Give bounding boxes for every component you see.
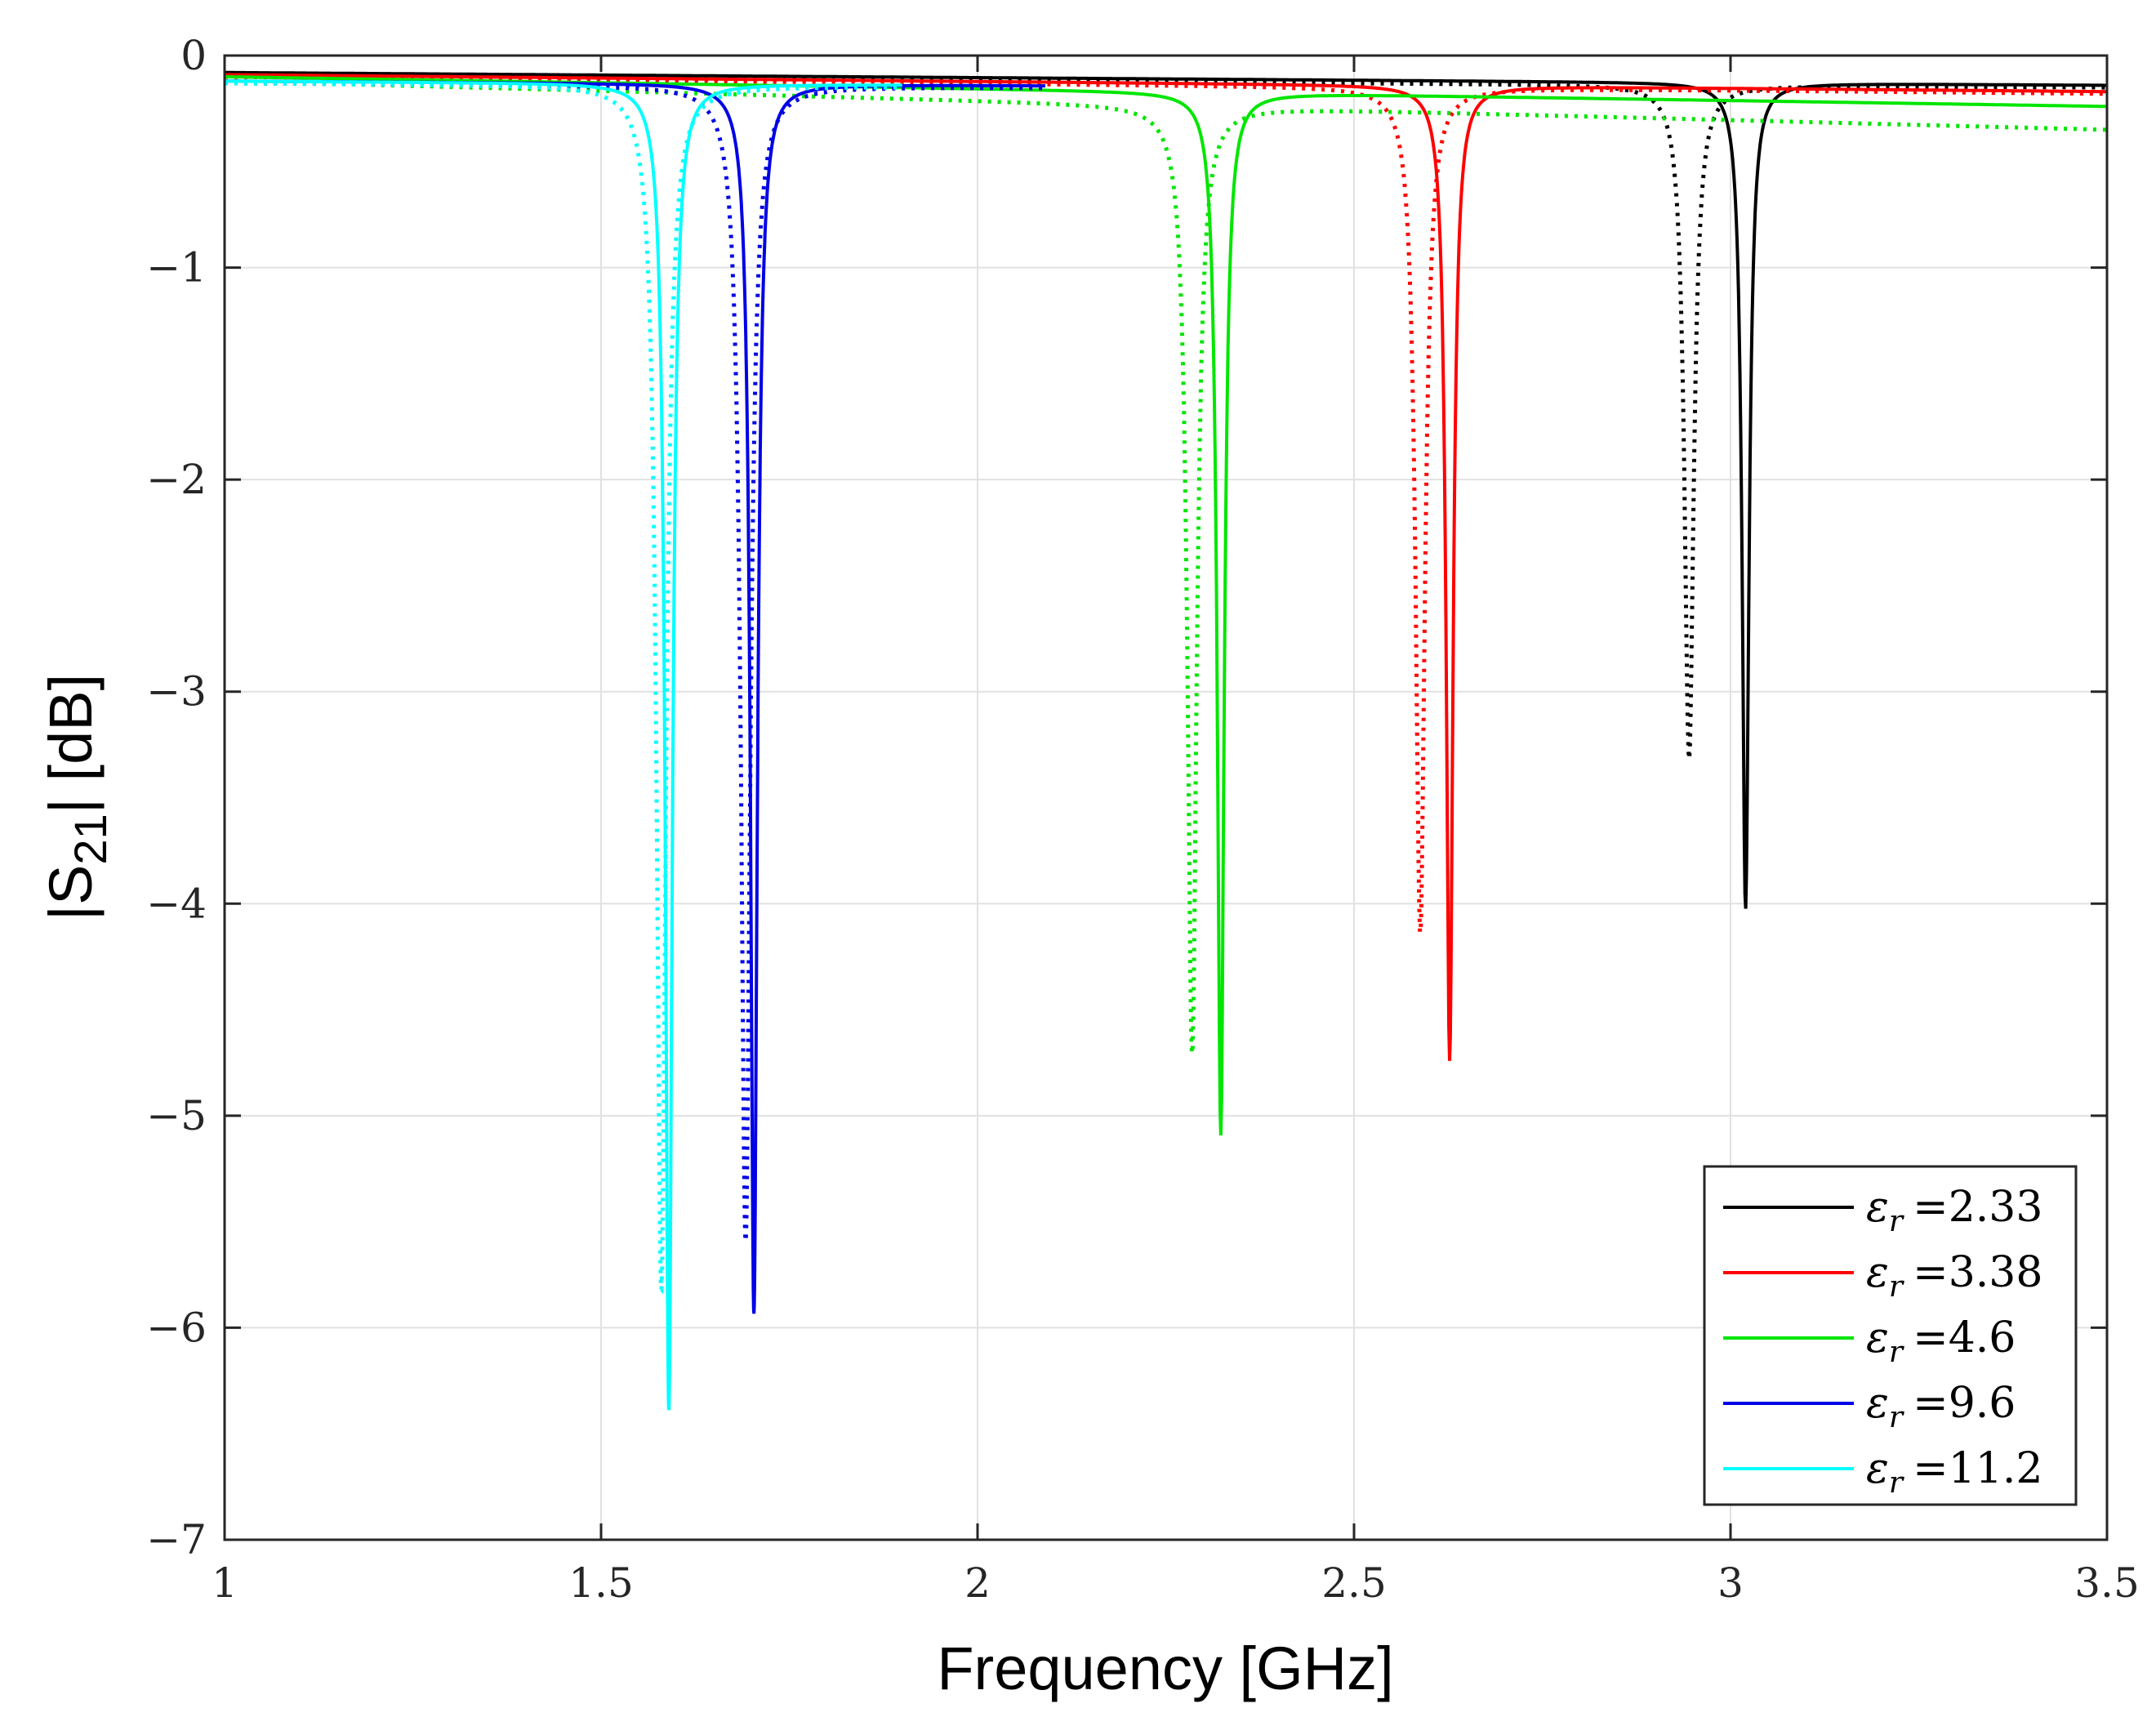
y-tick-label: −7 bbox=[146, 1516, 207, 1563]
x-tick-label: 2.5 bbox=[1321, 1559, 1387, 1607]
x-tick-label: 1.5 bbox=[568, 1559, 634, 1607]
legend-entry-0: εr =2.33 bbox=[1866, 1183, 2042, 1238]
series-line-solid-1 bbox=[225, 73, 2107, 1061]
y-tick-label: −5 bbox=[146, 1092, 207, 1140]
legend-subscript: r bbox=[1889, 1270, 1904, 1304]
y-axis-label-main: |S bbox=[37, 865, 105, 921]
x-tick-label: 3.5 bbox=[2074, 1559, 2140, 1607]
legend-box bbox=[1703, 1165, 2078, 1506]
legend-subscript: r bbox=[1889, 1205, 1904, 1238]
x-tick-label: 2 bbox=[964, 1559, 991, 1607]
legend-subscript: r bbox=[1889, 1336, 1904, 1369]
y-tick-label: −3 bbox=[146, 668, 207, 716]
series-line-solid-4 bbox=[225, 79, 902, 1411]
legend-value: =4.6 bbox=[1913, 1313, 2016, 1363]
y-axis-label-rest: | [dB] bbox=[37, 674, 105, 814]
legend-value: =2.33 bbox=[1913, 1183, 2042, 1232]
legend-entry-2: εr =4.6 bbox=[1866, 1313, 2016, 1369]
y-tick-label: 0 bbox=[180, 32, 207, 79]
legend-value: =3.38 bbox=[1913, 1248, 2042, 1297]
y-axis-label-subscript: 21 bbox=[65, 814, 116, 864]
series-line-dotted-1 bbox=[225, 74, 2107, 937]
legend-symbol: ε bbox=[1866, 1313, 1889, 1363]
legend-symbol: ε bbox=[1866, 1379, 1889, 1428]
legend-subscript: r bbox=[1889, 1466, 1904, 1500]
y-tick-label: −1 bbox=[146, 244, 207, 292]
series-group bbox=[225, 70, 2107, 1411]
x-axis-label: Frequency [GHz] bbox=[937, 1635, 1393, 1702]
legend-value: =11.2 bbox=[1913, 1444, 2042, 1493]
y-tick-label: −2 bbox=[146, 456, 207, 503]
y-tick-label: −4 bbox=[146, 880, 207, 927]
ticks: 1 1.5 2 2.5 3 3.5 0 −1 −2 −3 −4 −5 −6 −7 bbox=[146, 32, 2139, 1607]
legend-value: =9.6 bbox=[1913, 1379, 2016, 1428]
legend-subscript: r bbox=[1889, 1401, 1904, 1434]
legend-symbol: ε bbox=[1866, 1248, 1889, 1297]
y-tick-label: −6 bbox=[146, 1304, 207, 1351]
y-axis-label: |S21| [dB] bbox=[37, 674, 116, 921]
legend-entry-3: εr =9.6 bbox=[1866, 1379, 2016, 1434]
legend-symbol: ε bbox=[1866, 1444, 1889, 1493]
x-tick-label: 3 bbox=[1717, 1559, 1744, 1607]
x-tick-label: 1 bbox=[212, 1559, 238, 1607]
legend-entry-4: εr =11.2 bbox=[1866, 1444, 2042, 1500]
legend-symbol: ε bbox=[1866, 1183, 1889, 1232]
legend-entry-1: εr =3.38 bbox=[1866, 1248, 2042, 1304]
plot-frame bbox=[223, 54, 2109, 1541]
